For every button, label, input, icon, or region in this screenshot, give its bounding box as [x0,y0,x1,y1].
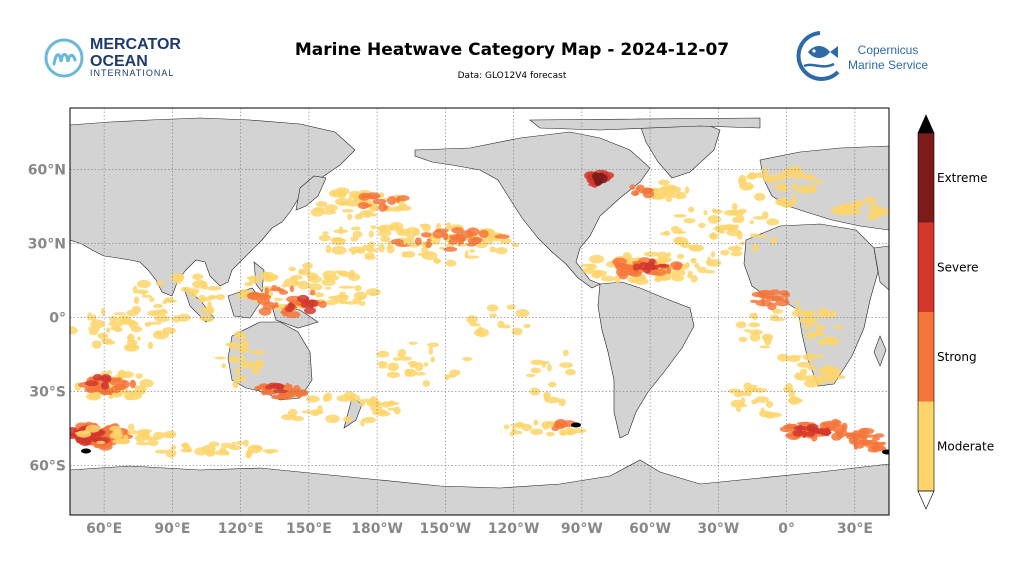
colorbar-label: Extreme [937,171,988,185]
land-antarctica [70,459,889,515]
lon-tick-label: 150°E [286,521,332,537]
lon-tick-label: 0° [778,521,795,537]
map-title: Marine Heatwave Category Map - 2024-12-0… [294,40,730,60]
lat-tick-label: 0° [49,311,66,327]
lon-tick-label: 30°E [837,521,873,537]
colorbar-label: Moderate [937,439,994,453]
lon-tick-label: 150°W [420,521,472,537]
lon-tick-label: 30°W [697,521,739,537]
colorbar-max-extend [917,114,935,134]
heatwave-layer [70,165,889,459]
logo-right-text: Copernicus Marine Service [848,43,929,72]
colorbar-segment [918,401,934,491]
graticule [70,108,889,515]
lon-tick-label: 120°W [488,521,540,537]
lon-tick-label: 60°E [86,521,122,537]
land-arabia [873,245,889,291]
land-south-america [597,281,695,439]
colorbar-segment [918,222,934,312]
land-madagascar [873,335,887,367]
land-layer [70,117,889,515]
land-arctic-islands [529,117,761,131]
colorbar-min-extend [917,490,935,510]
lat-tick-label: 60°S [29,459,66,475]
lat-tick-label: 30°S [29,385,66,401]
copernicus-fish-icon [796,31,840,81]
logo-left-subtext: INTERNATIONAL [90,68,175,78]
map-frame [69,107,890,516]
lat-tick-label: 30°N [28,237,66,253]
mercator-m-icon [44,38,84,78]
lat-tick-label: 60°N [28,163,66,179]
map-subtitle: Data: GLO12V4 forecast [457,71,567,81]
mercator-ocean-logo: MERCATOR OCEAN INTERNATIONAL [44,36,194,84]
logo-left-text: MERCATOR OCEAN [90,36,181,70]
land-japan [295,175,327,211]
lon-tick-label: 60°W [629,521,671,537]
land-north-america [414,131,651,289]
colorbar-frame [917,132,935,492]
copernicus-logo: Copernicus Marine Service [794,30,944,82]
colorbar-label: Strong [937,350,977,364]
colorbar-label: Severe [937,260,979,274]
colorbar: Moderate Strong Severe Extreme [917,114,994,510]
lon-tick-label: 90°W [561,521,603,537]
lon-tick-label: 90°E [154,521,190,537]
lon-tick-label: 120°E [218,521,264,537]
lon-tick-label: 180°W [351,521,403,537]
axis-tick-labels: 60°E 90°E 120°E 150°E 180°W 150°W 120°W 90°W 60°… [28,163,873,537]
colorbar-segment [918,133,934,223]
colorbar-segment [918,312,934,402]
land-eurasia [70,117,356,297]
